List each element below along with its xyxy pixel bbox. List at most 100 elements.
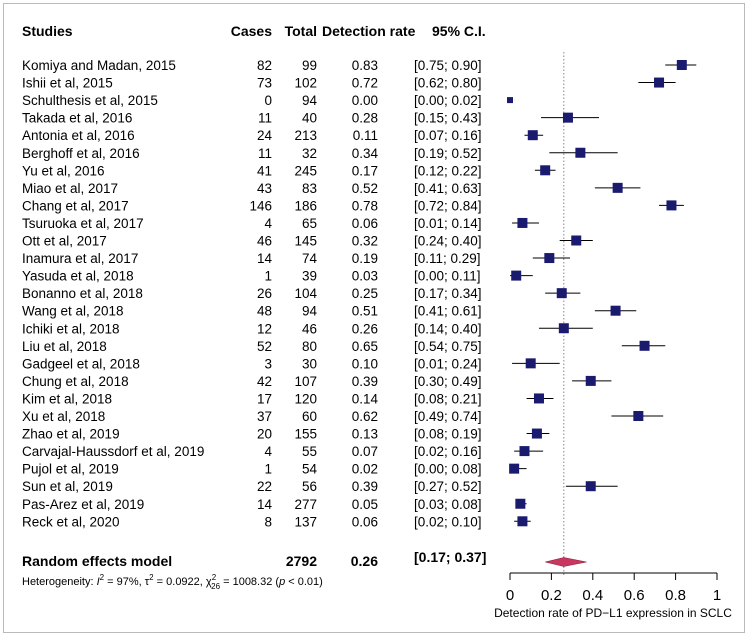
study-ci: [0.41; 0.63]: [414, 181, 482, 196]
study-ci: [0.02; 0.16]: [414, 444, 482, 459]
study-cases: 8: [264, 514, 272, 529]
study-name: Ishii et al, 2015: [22, 76, 113, 91]
study-name: Liu et al, 2018: [22, 339, 107, 354]
study-name: Komiya and Madan, 2015: [22, 58, 176, 73]
het-p-value: < 0.01): [285, 576, 323, 588]
study-ci: [0.08; 0.19]: [414, 427, 482, 442]
study-estimate-square: [666, 200, 677, 211]
study-estimate-square: [633, 411, 644, 421]
study-cases: 17: [257, 391, 272, 406]
study-estimate-square: [558, 323, 569, 334]
study-estimate-square: [533, 393, 544, 404]
study-row: Bonanno et al, 2018 26 104 0.25 [0.17; 0.34]: [22, 286, 581, 301]
study-total: 99: [302, 58, 317, 73]
x-axis-label: Detection rate of PD−L1 expression in SC…: [494, 606, 732, 620]
het-chi-sup: 2: [212, 573, 217, 582]
study-rate: 0.10: [352, 356, 378, 371]
study-ci: [0.17; 0.34]: [414, 286, 482, 301]
study-cases: 20: [257, 427, 272, 442]
study-name: Takada et al, 2016: [22, 111, 132, 126]
study-total: 155: [294, 427, 317, 442]
study-row: Yu et al, 2016 41 245 0.17 [0.12; 0.22]: [22, 163, 556, 178]
study-name: Berghoff et al, 2016: [22, 146, 140, 161]
study-row: Yasuda et al, 2018 1 39 0.03 [0.00; 0.11]: [22, 269, 533, 284]
study-name: Reck et al, 2020: [22, 514, 120, 529]
study-rate: 0.72: [352, 76, 378, 91]
study-estimate-square: [531, 428, 542, 439]
study-estimate-square: [517, 217, 528, 228]
study-ci: [0.07; 0.16]: [414, 128, 482, 143]
study-row: Xu et al, 2018 37 60 0.62 [0.49; 0.74]: [22, 409, 664, 424]
study-row: Sun et al, 2019 22 56 0.39 [0.27; 0.52]: [22, 479, 618, 494]
study-total: 56: [302, 479, 317, 494]
summary-diamond: [545, 557, 587, 567]
header-detection-rate: Detection rate: [322, 23, 416, 39]
het-chi-symbol: χ: [206, 576, 212, 588]
study-rate: 0.34: [352, 146, 379, 161]
study-estimate-square: [511, 270, 522, 281]
study-total: 74: [302, 251, 318, 266]
study-ci: [0.24; 0.40]: [414, 234, 482, 249]
study-ci: [0.72; 0.84]: [414, 198, 482, 213]
study-ci: [0.54; 0.75]: [414, 339, 482, 354]
study-rate: 0.19: [352, 251, 378, 266]
summary-ci: [0.17; 0.37]: [414, 549, 486, 565]
study-name: Tsuruoka et al, 2017: [22, 216, 144, 231]
study-row: Takada et al, 2016 11 40 0.28 [0.15; 0.43]: [22, 111, 600, 126]
study-ci: [0.30; 0.49]: [414, 374, 482, 389]
header-cases: Cases: [231, 23, 272, 39]
study-row: Antonia et al, 2016 24 213 0.11 [0.07; 0.16]: [22, 128, 544, 143]
x-axis: 0 0.2 0.4 0.6 0.8 1: [506, 572, 721, 604]
study-total: 54: [302, 462, 318, 477]
study-estimate-square: [525, 358, 536, 369]
study-total: 277: [294, 497, 317, 512]
study-ci: [0.49; 0.74]: [414, 409, 482, 424]
study-estimate-square: [506, 96, 514, 105]
study-row: Pujol et al, 2019 1 54 0.02 [0.00; 0.08]: [22, 462, 527, 477]
study-row: Kim et al, 2018 17 120 0.14 [0.08; 0.21]: [22, 391, 554, 406]
study-row: Berghoff et al, 2016 11 32 0.34 [0.19; 0.52]: [22, 146, 618, 161]
het-prefix: Heterogeneity:: [22, 576, 97, 588]
study-rate: 0.00: [352, 93, 378, 108]
study-cases: 42: [257, 374, 272, 389]
study-estimate-square: [562, 112, 573, 123]
study-cases: 4: [264, 216, 272, 231]
study-total: 80: [302, 339, 317, 354]
study-estimate-square: [519, 446, 530, 457]
study-row: Wang et al, 2018 48 94 0.51 [0.41; 0.61]: [22, 304, 637, 319]
study-ci: [0.00; 0.02]: [414, 93, 482, 108]
study-estimate-square: [639, 340, 650, 351]
study-row: Miao et al, 2017 43 83 0.52 [0.41; 0.63]: [22, 181, 641, 196]
heterogeneity-stats: Heterogeneity: I2 = 97%, τ2 = 0.0922, χ2…: [22, 573, 323, 591]
study-estimate-square: [540, 165, 551, 176]
study-ci: [0.14; 0.40]: [414, 321, 482, 336]
study-rate: 0.28: [352, 111, 378, 126]
study-cases: 1: [264, 269, 272, 284]
study-name: Chung et al, 2018: [22, 374, 129, 389]
study-name: Zhao et al, 2019: [22, 427, 120, 442]
study-row: Gadgeel et al, 2018 3 30 0.10 [0.01; 0.24]: [22, 356, 560, 371]
study-name: Pas-Arez et al, 2019: [22, 497, 144, 512]
study-row: Tsuruoka et al, 2017 4 65 0.06 [0.01; 0.14]: [22, 216, 539, 231]
study-estimate-square: [515, 498, 526, 509]
study-estimate-square: [575, 147, 586, 158]
study-row: Ishii et al, 2015 73 102 0.72 [0.62; 0.80]: [22, 76, 676, 91]
study-estimate-square: [556, 288, 567, 299]
study-cases: 146: [249, 198, 272, 213]
study-cases: 1: [264, 462, 272, 477]
study-rate: 0.02: [352, 462, 378, 477]
study-name: Bonanno et al, 2018: [22, 286, 143, 301]
study-cases: 22: [257, 479, 272, 494]
study-cases: 73: [257, 76, 272, 91]
study-total: 39: [302, 269, 317, 284]
study-total: 65: [302, 216, 317, 231]
study-rate: 0.83: [352, 58, 378, 73]
study-name: Antonia et al, 2016: [22, 128, 135, 143]
study-ci: [0.00; 0.08]: [414, 462, 482, 477]
study-cases: 52: [257, 339, 272, 354]
study-total: 30: [302, 356, 317, 371]
study-total: 186: [294, 198, 317, 213]
het-tau-sup: 2: [149, 573, 154, 582]
study-ci: [0.02; 0.10]: [414, 514, 482, 529]
summary-row: Random effects model 2792 0.26 [0.17; 0.…: [22, 549, 486, 569]
